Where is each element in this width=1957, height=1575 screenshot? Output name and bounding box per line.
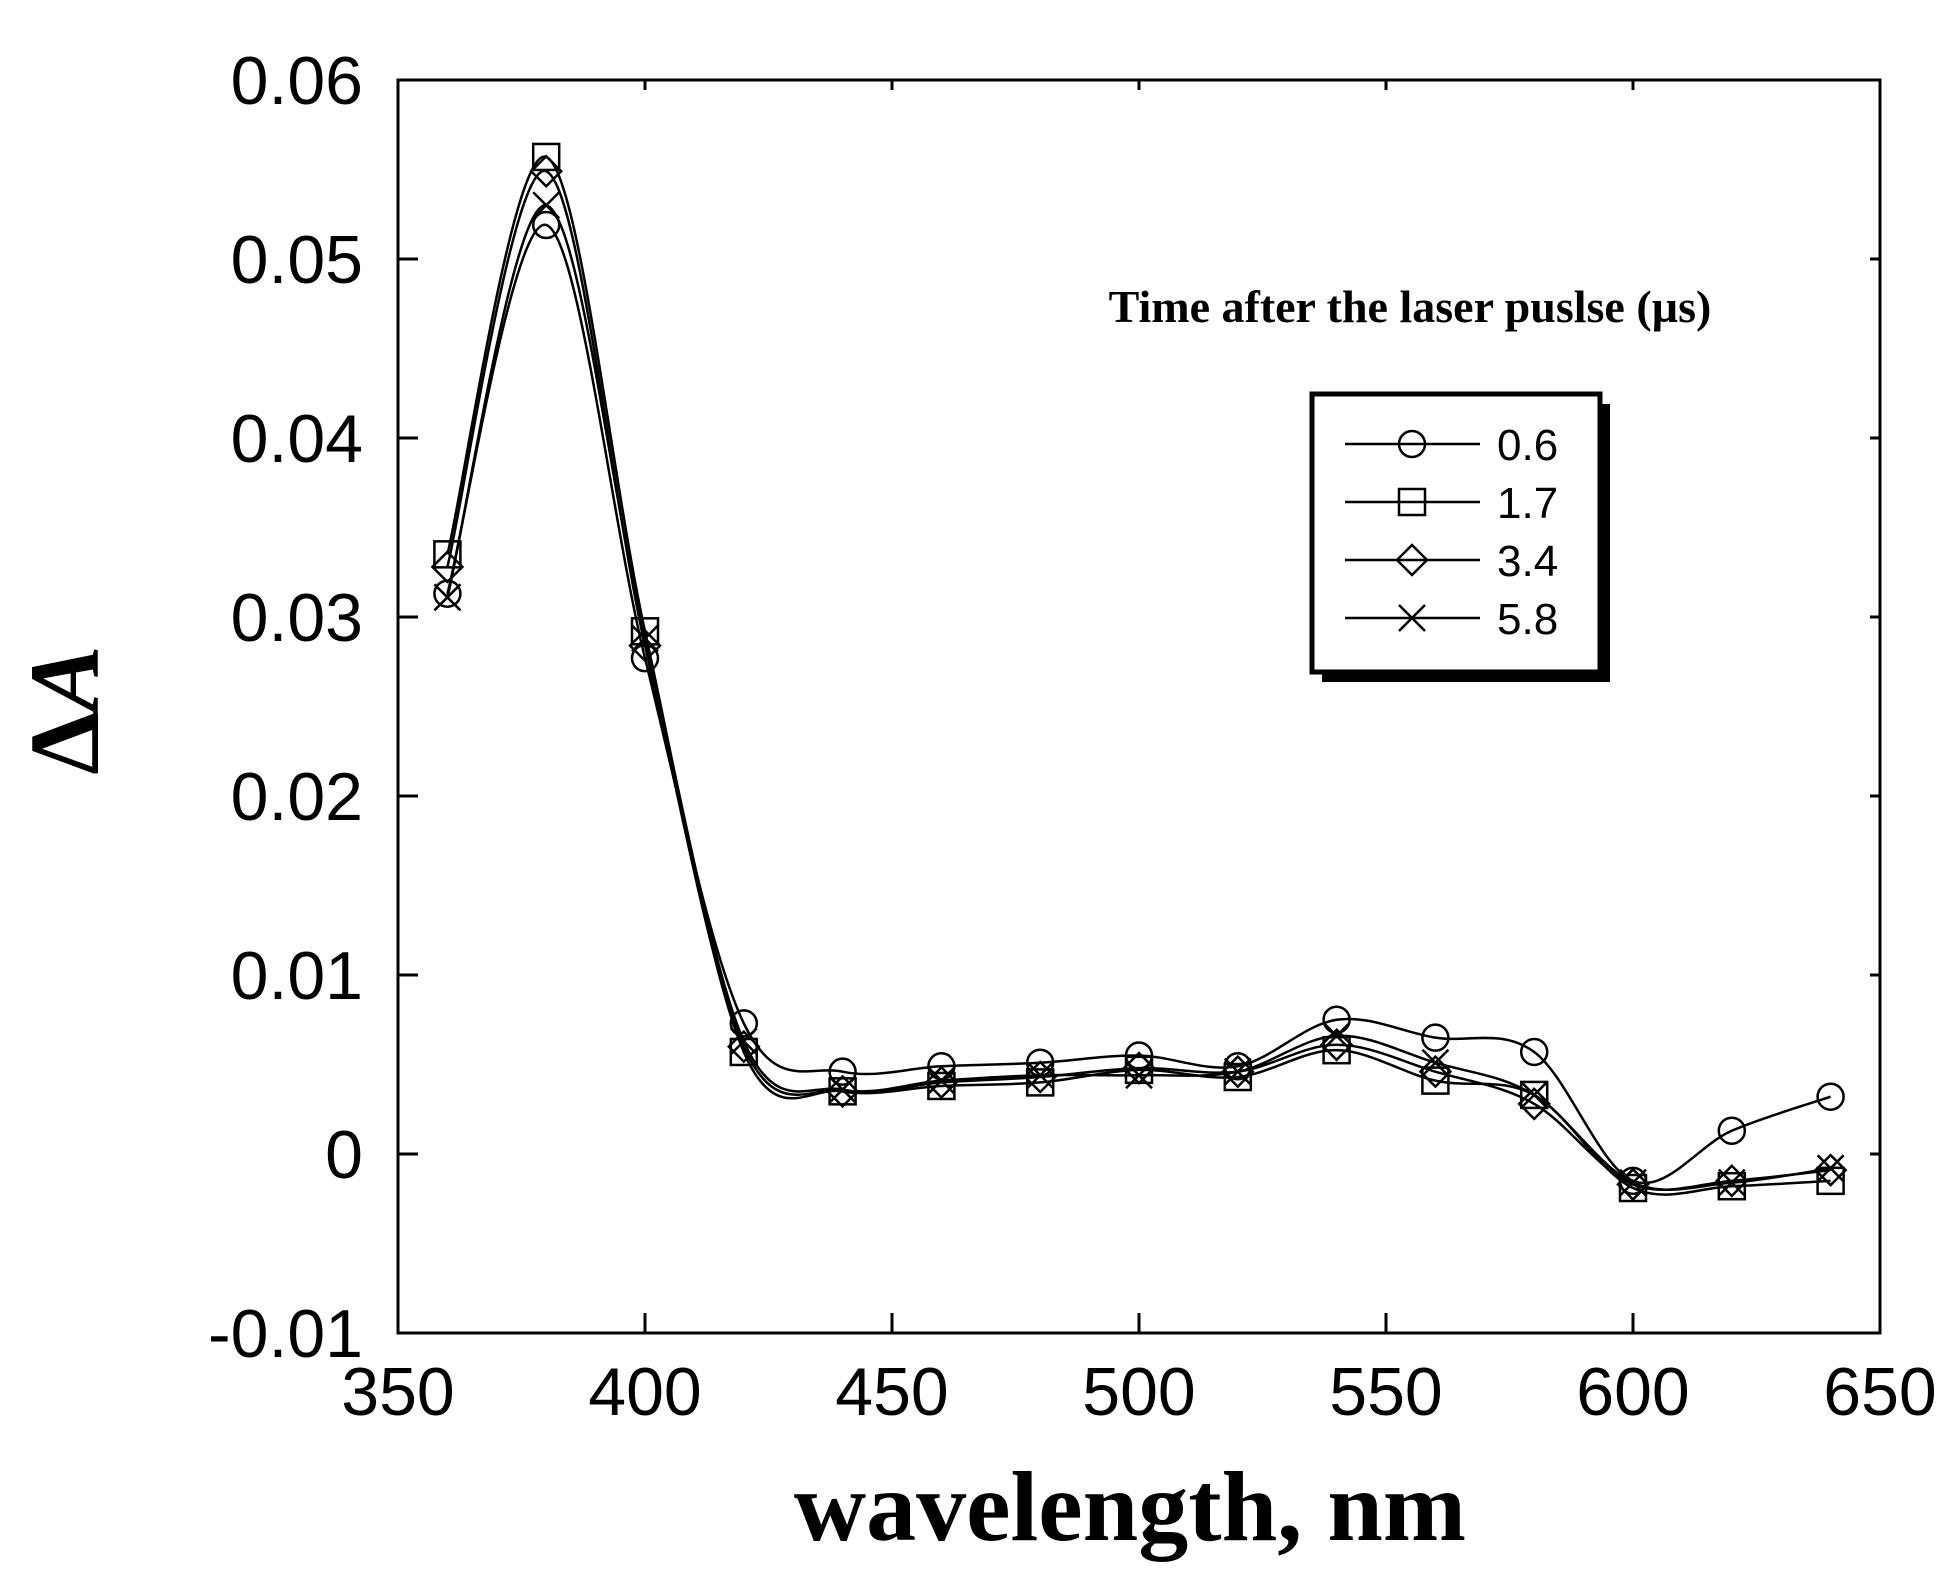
- y-axis-title: ΔA: [9, 645, 120, 774]
- legend-label-1.7: 1.7: [1497, 479, 1558, 528]
- x-tick-label: 550: [1329, 1354, 1442, 1430]
- marker-0.6: [1816, 1082, 1845, 1111]
- legend-marker-5.8: [1398, 604, 1426, 632]
- marker-1.7: [729, 1037, 759, 1067]
- marker-5.8: [1421, 1048, 1450, 1077]
- marker-0.6: [729, 1009, 759, 1038]
- legend-title: Time after the laser puslse (µs): [1109, 281, 1712, 332]
- marker-1.7: [1223, 1062, 1253, 1092]
- y-tick-label: 0.05: [231, 222, 363, 298]
- marker-3.4: [1319, 1028, 1354, 1062]
- marker-5.8: [1816, 1154, 1845, 1183]
- series-line-3.4: [446, 170, 1831, 1191]
- marker-1.7: [531, 142, 561, 172]
- marker-3.4: [1122, 1051, 1156, 1085]
- marker-5.8: [1125, 1061, 1153, 1090]
- marker-3.4: [1517, 1087, 1551, 1121]
- marker-5.8: [433, 583, 462, 612]
- legend-label-5.8: 5.8: [1497, 595, 1558, 644]
- y-tick-label: 0.06: [231, 43, 363, 119]
- marker-1.7: [433, 540, 462, 569]
- marker-0.6: [1124, 1041, 1154, 1070]
- marker-3.4: [1813, 1153, 1848, 1187]
- marker-3.4: [1023, 1060, 1057, 1094]
- x-axis-title: wavelength, nm: [794, 1451, 1466, 1562]
- marker-3.4: [825, 1074, 860, 1109]
- x-tick-label: 450: [835, 1354, 948, 1430]
- marker-5.8: [1026, 1061, 1055, 1090]
- marker-1.7: [1717, 1171, 1747, 1201]
- marker-0.6: [828, 1057, 857, 1086]
- y-tick-label: 0.02: [231, 759, 363, 835]
- marker-1.7: [1421, 1066, 1450, 1095]
- marker-3.4: [1715, 1164, 1749, 1198]
- y-tick-label: 0: [325, 1117, 363, 1193]
- legend-marker-1.7: [1397, 487, 1427, 517]
- marker-3.4: [1221, 1054, 1255, 1089]
- series-line-5.8: [446, 204, 1831, 1191]
- marker-1.7: [1025, 1068, 1055, 1097]
- y-tick-label: 0.03: [231, 580, 363, 656]
- legend-marker-0.6: [1397, 429, 1427, 459]
- legend: 0.6 1.7 3.4 5.8: [1309, 391, 1610, 682]
- legend-box: [1309, 391, 1603, 675]
- marker-5.8: [1223, 1057, 1252, 1086]
- marker-0.6: [1717, 1116, 1747, 1145]
- marker-3.4: [1616, 1167, 1650, 1202]
- marker-1.7: [630, 617, 660, 646]
- x-tick-label: 500: [1082, 1354, 1195, 1430]
- marker-0.6: [1519, 1037, 1549, 1067]
- marker-5.8: [828, 1075, 857, 1104]
- y-tick-label: 0.01: [231, 938, 363, 1014]
- marker-1.7: [828, 1077, 857, 1106]
- marker-3.4: [628, 628, 662, 663]
- x-tick-label: 600: [1576, 1354, 1689, 1430]
- y-tick-label: -0.01: [208, 1296, 363, 1372]
- legend-marker-3.4: [1395, 543, 1429, 577]
- marker-5.8: [1520, 1081, 1549, 1109]
- marker-3.4: [529, 154, 563, 189]
- marker-3.4: [1418, 1054, 1453, 1089]
- marker-3.4: [430, 550, 465, 584]
- marker-1.7: [1519, 1080, 1549, 1110]
- marker-5.8: [532, 191, 561, 220]
- legend-label-0.6: 0.6: [1497, 421, 1558, 470]
- x-tick-label: 350: [341, 1354, 454, 1430]
- marker-5.8: [1717, 1168, 1746, 1197]
- marker-5.8: [631, 624, 659, 653]
- legend-label-3.4: 3.4: [1497, 537, 1558, 586]
- marker-5.8: [1619, 1168, 1647, 1197]
- marker-3.4: [727, 1029, 761, 1064]
- marker-5.8: [729, 1027, 758, 1056]
- marker-0.6: [1322, 1005, 1351, 1034]
- x-tick-label: 400: [588, 1354, 701, 1430]
- y-tick-label: 0.04: [231, 401, 363, 477]
- marker-0.6: [531, 210, 561, 240]
- marker-0.6: [1421, 1023, 1450, 1052]
- marker-5.8: [1322, 1021, 1351, 1050]
- marker-3.4: [924, 1065, 959, 1100]
- x-tick-label: 650: [1823, 1354, 1936, 1430]
- marker-5.8: [927, 1066, 956, 1095]
